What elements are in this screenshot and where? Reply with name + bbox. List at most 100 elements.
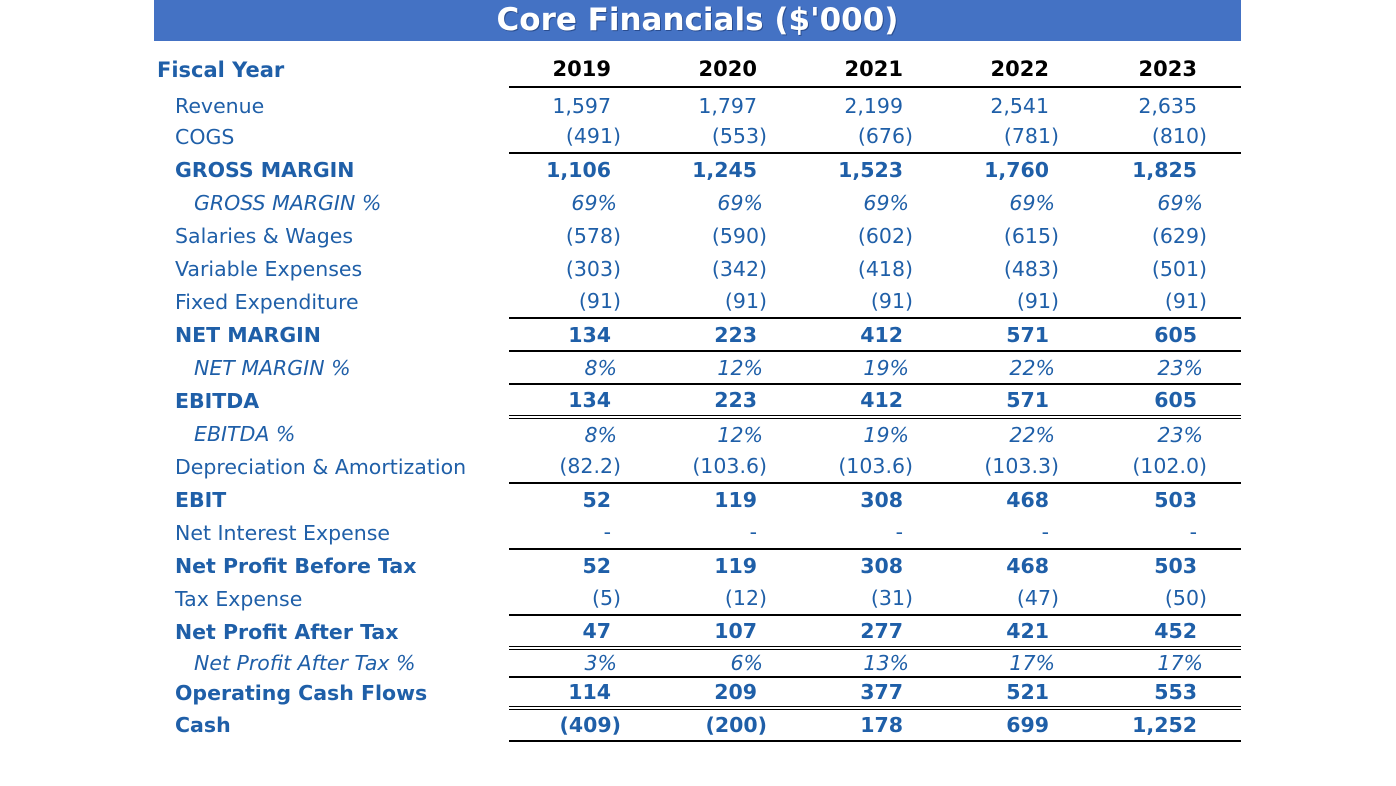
value-cell: 209 [655,676,801,708]
value-cell: (602) [857,223,913,248]
value-cell: 3% [509,646,655,677]
value-cell: (200) [655,706,801,742]
value-cell: 277 [860,619,903,643]
row-label: Net Interest Expense [175,520,391,545]
value-cell: 223 [655,318,801,352]
row-label: EBITDA [175,388,260,413]
value-cell: (47) [947,582,1093,616]
value-cell: 69% [863,190,909,215]
value-cell: (91) [801,285,947,319]
value-cell: 134 [509,318,655,352]
row-label: Cash [175,712,231,737]
row-label: Fixed Expenditure [175,289,359,314]
value-cell: 699 [947,706,1093,742]
value-cell: 23% [1093,351,1241,385]
value-cell: 1,797 [698,94,757,118]
row-gross-margin: GROSS MARGIN 1,106 1,245 1,523 1,760 1,8… [154,153,1241,186]
value-cell: 119 [714,554,757,578]
value-cell: 421 [1006,619,1049,643]
row-net-margin: NET MARGIN 134 223 412 571 605 [154,318,1241,352]
value-cell: - [947,516,1093,550]
value-cell: 1,245 [692,158,757,182]
value-cell: 47 [582,619,611,643]
value-cell: 8% [509,415,655,450]
value-cell: 22% [947,351,1093,385]
value-cell: 223 [714,388,757,412]
value-cell: (91) [509,285,655,319]
value-cell: (12) [655,582,801,616]
row-label: EBITDA % [194,421,296,446]
row-label: Salaries & Wages [175,223,354,248]
row-label: Net Profit After Tax % [194,650,416,675]
value-cell: 19% [801,351,947,385]
value-cell: 13% [801,646,947,677]
year-header: 2022 [947,52,1093,88]
value-cell: (810) [1093,120,1241,154]
row-label: EBIT [175,487,227,512]
value-cell: (103.6) [801,450,947,484]
year-header: 2019 [509,52,655,88]
row-depreciation-amortization: Depreciation & Amortization (82.2) (103.… [154,450,1241,484]
value-cell: 22% [947,415,1093,450]
row-salaries-wages: Salaries & Wages (578) (590) (602) (615)… [154,219,1241,252]
row-ebitda: EBITDA 134 223 412 571 605 [154,384,1241,417]
row-label: GROSS MARGIN [175,157,355,182]
value-cell: 1,825 [1132,158,1197,182]
value-cell: (91) [655,285,801,319]
value-cell: 571 [1006,388,1049,412]
value-cell: 605 [1154,388,1197,412]
value-cell: (5) [509,582,655,616]
value-cell: 308 [860,488,903,512]
value-cell: (491) [509,120,655,154]
row-label: NET MARGIN % [194,355,351,380]
value-cell: 377 [801,676,947,708]
value-cell: 178 [801,706,947,742]
value-cell: (501) [1151,256,1207,281]
value-cell: (578) [565,223,621,248]
value-cell: 1,597 [552,94,611,118]
row-cash: Cash (409) (200) 178 699 1,252 [154,706,1241,742]
row-label: Net Profit After Tax [175,619,399,644]
value-cell: 119 [714,488,757,512]
value-cell: (102.0) [1093,450,1241,484]
value-cell: 52 [582,488,611,512]
value-cell: 134 [568,388,611,412]
row-variable-expenses: Variable Expenses (303) (342) (418) (483… [154,252,1241,285]
row-net-profit-before-tax: Net Profit Before Tax 52 119 308 468 503 [154,549,1241,582]
value-cell: 107 [714,619,757,643]
value-cell: - [1093,516,1241,550]
value-cell: - [655,516,801,550]
value-cell: 19% [801,415,947,450]
value-cell: 503 [1154,488,1197,512]
row-net-margin-pct: NET MARGIN % 8% 12% 19% 22% 23% [154,351,1241,385]
row-label: NET MARGIN [175,322,321,347]
value-cell: 23% [1093,415,1241,450]
row-fixed-expenditure: Fixed Expenditure (91) (91) (91) (91) (9… [154,285,1241,319]
value-cell: (31) [801,582,947,616]
value-cell: (91) [947,285,1093,319]
value-cell: 2,635 [1138,94,1197,118]
row-net-profit-after-tax: Net Profit After Tax 47 107 277 421 452 [154,615,1241,648]
value-cell: 452 [1154,619,1197,643]
value-cell: (103.3) [947,450,1093,484]
value-cell: 12% [655,351,801,385]
value-cell: 412 [860,388,903,412]
financials-table: Fiscal Year 2019 2020 2021 2022 2023 Rev… [154,52,1241,742]
value-cell: 468 [1006,488,1049,512]
value-cell: 69% [717,190,763,215]
value-cell: (781) [947,120,1093,154]
value-cell: (103.6) [655,450,801,484]
value-cell: 69% [1009,190,1055,215]
value-cell: 1,523 [838,158,903,182]
value-cell: 114 [509,676,655,708]
value-cell: 503 [1154,554,1197,578]
value-cell: 1,252 [1093,706,1241,742]
row-label: GROSS MARGIN % [194,190,382,215]
value-cell: 308 [860,554,903,578]
value-cell: (50) [1093,582,1241,616]
value-cell: 605 [1093,318,1241,352]
value-cell: 6% [655,646,801,677]
row-label: Variable Expenses [175,256,363,281]
value-cell: 1,760 [984,158,1049,182]
row-revenue: Revenue 1,597 1,797 2,199 2,541 2,635 [154,87,1241,120]
